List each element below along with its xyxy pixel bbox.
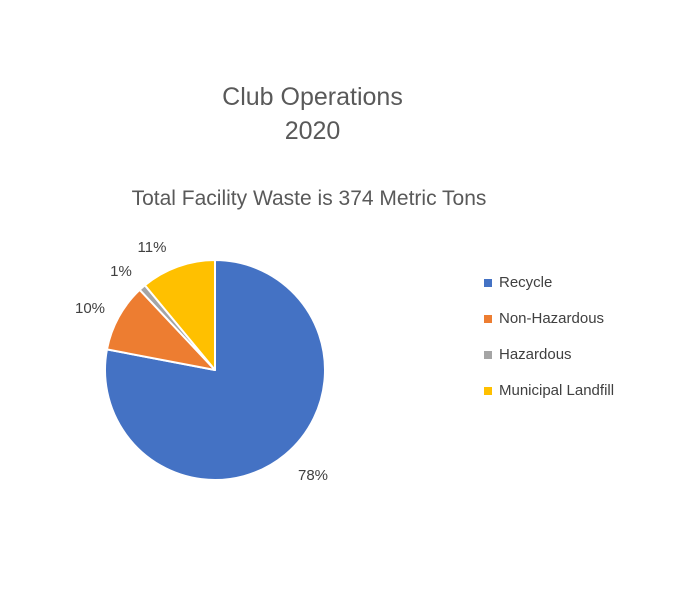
legend-swatch-non-hazardous — [484, 315, 492, 323]
data-label-hazardous: 1% — [110, 263, 132, 280]
data-label-non-hazardous: 10% — [75, 300, 105, 317]
chart-title-line-1: Club Operations — [222, 83, 403, 111]
data-label-recycle: 78% — [298, 467, 328, 484]
pie-slice-municipal-landfill — [143, 259, 216, 371]
legend-label-municipal-landfill: Municipal Landfill — [499, 382, 615, 399]
legend-item-hazardous: Hazardous — [484, 344, 684, 380]
chart-title-line-2: 2020 — [284, 117, 341, 145]
legend-swatch-recycle — [484, 279, 492, 287]
legend-item-municipal-landfill: Municipal Landfill — [484, 380, 684, 416]
legend-item-recycle: Recycle — [484, 272, 684, 308]
legend-label-hazardous: Hazardous — [499, 346, 572, 363]
legend-swatch-municipal-landfill — [484, 387, 492, 395]
legend-label-non-hazardous: Non-Hazardous — [499, 310, 605, 327]
chart-subtitle: Total Facility Waste is 374 Metric Tons — [131, 187, 487, 210]
chart-legend: Recycle Non-Hazardous Hazardous Municipa… — [484, 272, 684, 416]
data-label-municipal-landfill: 11% — [138, 239, 167, 256]
legend-item-non-hazardous: Non-Hazardous — [484, 308, 684, 344]
legend-label-recycle: Recycle — [499, 274, 553, 291]
legend-swatch-hazardous — [484, 351, 492, 359]
